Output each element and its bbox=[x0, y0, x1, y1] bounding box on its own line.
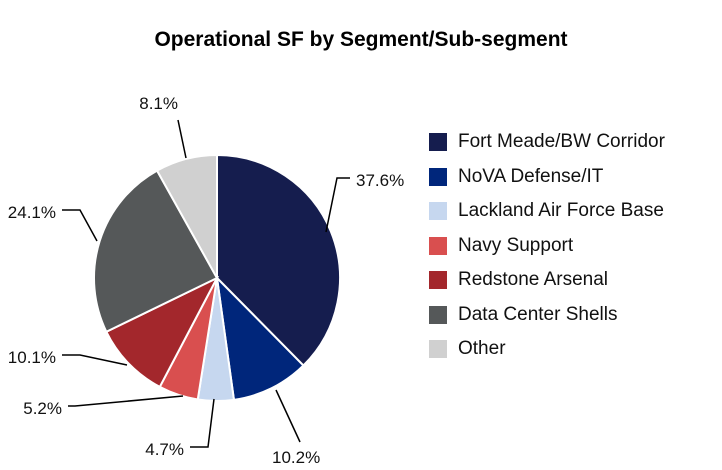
legend-label: Fort Meade/BW Corridor bbox=[458, 131, 665, 153]
data-label: 5.2% bbox=[23, 399, 62, 418]
leader-line bbox=[68, 395, 184, 407]
data-label: 24.1% bbox=[8, 203, 56, 222]
leader-line bbox=[190, 398, 215, 448]
pie-slice-redstone-arsenal bbox=[105, 275, 220, 389]
pie-slice-other bbox=[155, 153, 218, 282]
legend-item: NoVA Defense/IT bbox=[429, 160, 665, 195]
data-label: 10.2% bbox=[272, 448, 320, 467]
leader-line bbox=[325, 177, 350, 233]
leader-line bbox=[275, 389, 301, 443]
pie-slice-fort-meade-bw-corridor bbox=[216, 153, 341, 367]
legend-item: Other bbox=[429, 332, 665, 367]
data-label: 8.1% bbox=[139, 94, 178, 113]
data-label: 4.7% bbox=[145, 440, 184, 459]
legend-swatch bbox=[429, 305, 447, 324]
legend-label: Data Center Shells bbox=[458, 303, 618, 325]
legend-swatch bbox=[429, 236, 447, 255]
legend-item: Lackland Air Force Base bbox=[429, 194, 665, 229]
legend: Fort Meade/BW Corridor NoVA Defense/IT Lac… bbox=[429, 125, 665, 367]
chart-title: Operational SF by Segment/Sub-segment bbox=[154, 28, 568, 51]
leader-line bbox=[62, 209, 98, 242]
leader-line bbox=[62, 354, 128, 366]
legend-swatch bbox=[429, 167, 447, 186]
data-label: 37.6% bbox=[356, 171, 404, 190]
legend-swatch bbox=[429, 340, 447, 359]
pie-slice-nova-defense-it bbox=[215, 275, 305, 401]
legend-swatch bbox=[429, 271, 447, 290]
pie-slice-data-center-shells bbox=[93, 169, 219, 334]
legend-label: Lackland Air Force Base bbox=[458, 200, 664, 222]
data-label: 10.1% bbox=[8, 348, 56, 367]
legend-label: Navy Support bbox=[458, 234, 574, 256]
leader-line bbox=[177, 119, 187, 159]
legend-swatch bbox=[429, 202, 447, 221]
legend-item: Fort Meade/BW Corridor bbox=[429, 125, 665, 160]
legend-label: Other bbox=[458, 338, 506, 360]
legend-label: NoVA Defense/IT bbox=[458, 165, 604, 187]
legend-item: Redstone Arsenal bbox=[429, 263, 665, 298]
legend-swatch bbox=[429, 133, 447, 152]
legend-item: Navy Support bbox=[429, 229, 665, 264]
legend-item: Data Center Shells bbox=[429, 298, 665, 333]
legend-label: Redstone Arsenal bbox=[458, 269, 608, 291]
